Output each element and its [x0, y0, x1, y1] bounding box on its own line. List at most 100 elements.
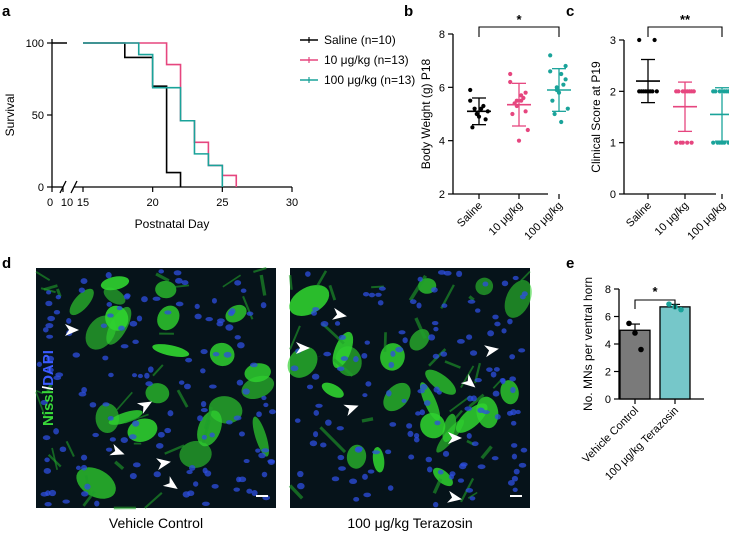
dapi-nucleus	[211, 297, 217, 304]
x-tick-label: 10	[61, 197, 73, 209]
dapi-nucleus	[433, 326, 439, 332]
neuron-soma	[209, 342, 235, 367]
significance-bracket	[634, 299, 676, 309]
dapi-nucleus	[487, 330, 495, 337]
x-tick-label: 100 μg/kg Terazosin	[603, 405, 681, 483]
dapi-nucleus	[42, 327, 49, 333]
data-point	[559, 71, 564, 77]
x-tick-label: Saline	[624, 200, 654, 230]
dapi-nucleus	[256, 411, 262, 418]
dapi-nucleus	[225, 420, 233, 425]
dapi-nucleus	[492, 390, 500, 397]
neurite	[35, 389, 44, 395]
dapi-nucleus	[406, 423, 413, 429]
dapi-nucleus	[493, 367, 500, 372]
dapi-nucleus	[94, 500, 100, 507]
dapi-nucleus	[417, 276, 423, 282]
dapi-nucleus	[233, 487, 240, 492]
data-point	[510, 111, 515, 117]
dapi-nucleus	[81, 464, 88, 471]
dapi-nucleus	[53, 375, 62, 381]
x-tick-label: 0	[47, 197, 53, 209]
dapi-nucleus	[46, 334, 54, 339]
dapi-nucleus	[118, 325, 125, 331]
dapi-nucleus	[136, 315, 143, 322]
data-point	[691, 89, 696, 94]
dapi-nucleus	[108, 372, 114, 378]
data-point	[550, 98, 555, 103]
dapi-nucleus	[354, 446, 363, 453]
data-point	[563, 63, 568, 69]
dapi-nucleus	[375, 292, 382, 297]
dapi-nucleus	[337, 454, 345, 461]
dapi-nucleus	[464, 406, 473, 411]
dapi-nucleus	[212, 351, 220, 357]
dapi-nucleus	[417, 388, 425, 394]
dapi-nucleus	[120, 437, 128, 443]
dapi-nucleus	[145, 381, 153, 387]
dapi-nucleus	[474, 377, 482, 383]
dapi-nucleus	[492, 314, 499, 320]
dapi-nucleus	[53, 428, 60, 435]
dapi-nucleus	[486, 367, 493, 372]
dapi-nucleus	[42, 435, 51, 441]
data-point	[565, 106, 570, 111]
y-tick-label: 4	[605, 339, 611, 351]
dapi-nucleus	[510, 420, 517, 426]
significance-bracket	[647, 26, 723, 37]
dapi-nucleus	[152, 296, 161, 301]
data-point	[470, 125, 475, 130]
neurite	[35, 270, 51, 282]
dapi-nucleus	[434, 420, 441, 426]
data-point	[632, 330, 638, 336]
dapi-nucleus	[512, 487, 518, 493]
panel-label-e: e	[566, 255, 574, 272]
dapi-nucleus	[228, 310, 235, 317]
x-axis-label: Postnatal Day	[135, 217, 210, 231]
neuron-soma	[241, 375, 275, 400]
data-point	[685, 140, 690, 145]
dapi-nucleus	[137, 373, 143, 379]
dapi-nucleus	[466, 432, 472, 439]
data-point	[666, 301, 672, 307]
dapi-nucleus	[242, 388, 250, 395]
dapi-nucleus	[167, 410, 174, 417]
dapi-nucleus	[62, 499, 70, 504]
significance-marker: **	[680, 12, 691, 27]
dapi-nucleus	[183, 383, 191, 390]
dapi-nucleus	[311, 310, 318, 316]
data-point	[523, 90, 528, 95]
dapi-nucleus	[378, 286, 386, 291]
dapi-nucleus	[474, 308, 481, 313]
dapi-nucleus	[482, 281, 489, 287]
dapi-nucleus	[401, 398, 407, 403]
dapi-nucleus	[128, 434, 137, 440]
stain-label-nissl: Nissl	[40, 390, 57, 426]
dapi-nucleus	[261, 448, 270, 453]
x-tick-label: 100 μg/kg	[685, 200, 728, 243]
y-tick-label: 8	[439, 29, 445, 41]
arrowhead-marker	[65, 324, 79, 336]
dapi-nucleus	[313, 431, 319, 438]
neurite	[460, 365, 475, 389]
dapi-nucleus	[367, 469, 375, 474]
dapi-nucleus	[123, 293, 130, 300]
dapi-nucleus	[320, 442, 327, 448]
dapi-nucleus	[510, 386, 516, 394]
dapi-nucleus	[509, 376, 517, 382]
dapi-nucleus	[40, 491, 49, 497]
dapi-nucleus	[106, 301, 113, 307]
neurite	[222, 274, 242, 288]
dapi-nucleus	[197, 415, 203, 422]
dapi-nucleus	[491, 456, 499, 461]
dapi-nucleus	[261, 395, 267, 401]
data-point	[678, 306, 684, 313]
stain-label-separator: /	[40, 385, 57, 390]
dapi-nucleus	[510, 443, 518, 448]
dapi-nucleus	[157, 431, 165, 438]
dapi-nucleus	[506, 410, 513, 416]
neurite	[468, 295, 475, 302]
dapi-nucleus	[120, 344, 129, 349]
y-axis-label: Clinical Score at P19	[589, 61, 603, 173]
dapi-nucleus	[46, 355, 55, 363]
